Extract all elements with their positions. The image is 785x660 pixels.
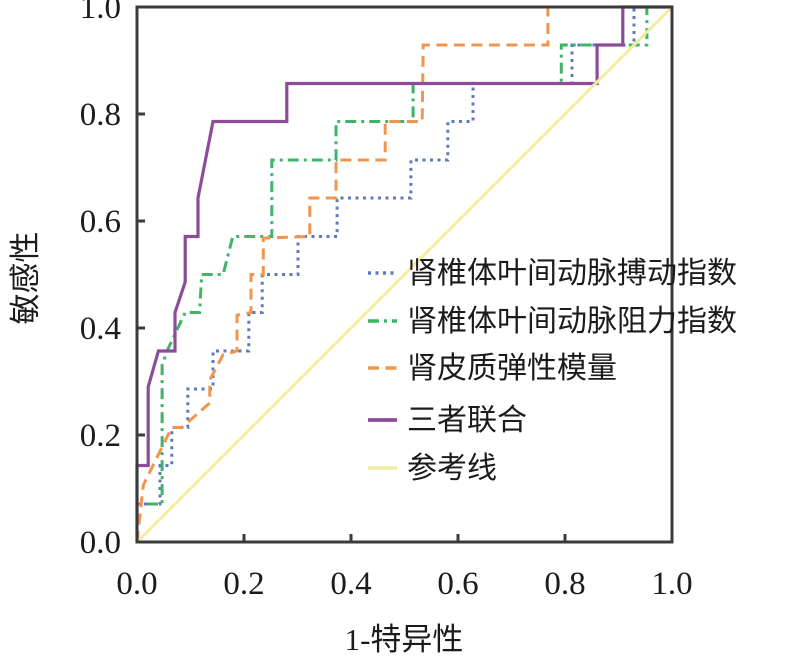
legend-item: 三者联合	[368, 404, 527, 437]
y-axis-title: 敏感性	[8, 232, 43, 325]
x-tick-label: 0.6	[437, 566, 478, 602]
x-tick-label: 1.0	[651, 566, 692, 602]
x-tick-label: 0.2	[223, 566, 264, 602]
y-tick-label: 1.0	[80, 0, 121, 26]
legend-label: 三者联合	[407, 404, 527, 437]
series-line-2	[135, 5, 672, 543]
legend-label: 肾椎体叶间动脉阻力指数	[407, 305, 737, 338]
legend-item: 肾椎体叶间动脉阻力指数	[368, 305, 737, 338]
series-line-1	[135, 5, 672, 542]
y-tick-label: 0.0	[80, 525, 121, 561]
legend-label: 肾椎体叶间动脉搏动指数	[407, 257, 737, 290]
x-tick-label: 0.8	[544, 566, 585, 602]
x-tick-label: 0.0	[116, 566, 157, 602]
legend-item: 参考线	[368, 452, 497, 485]
y-tick-label: 0.8	[80, 97, 121, 133]
y-tick-label: 0.6	[80, 204, 121, 240]
legend-item: 肾椎体叶间动脉搏动指数	[368, 257, 737, 290]
axis-ticks	[135, 5, 674, 544]
y-tick-label: 0.2	[80, 418, 121, 454]
legend-item: 肾皮质弹性模量	[368, 352, 617, 385]
roc-curves	[135, 5, 674, 544]
legend-label: 肾皮质弹性模量	[407, 352, 617, 385]
axis-tick-labels: 0.0 0.2 0.4 0.6 0.8 1.0 0.0 0.2 0.4 0.6 0.8 1.0	[80, 0, 693, 602]
y-tick-label: 0.4	[80, 311, 121, 347]
series-line-3	[135, 5, 672, 542]
plot-border	[135, 5, 674, 544]
legend-label: 参考线	[407, 452, 497, 485]
x-axis-title: 1-特异性	[345, 622, 464, 657]
x-tick-label: 0.4	[330, 566, 371, 602]
series-line-4	[135, 5, 674, 544]
